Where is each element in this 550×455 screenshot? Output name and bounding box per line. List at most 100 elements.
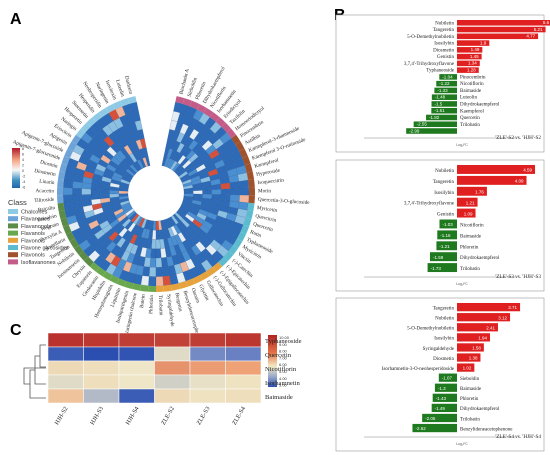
circular-heatmap: DaidzeinLuteolinIsovitexinNaringeninNeoh…: [12, 65, 311, 345]
bar-negative: [434, 87, 457, 94]
bar-negative: [439, 74, 457, 80]
color-scale-tick: 2: [22, 164, 24, 168]
class-ring-cell: [239, 148, 248, 159]
compound-label: Linarin: [39, 179, 55, 187]
class-legend-label: Flavone glycosides: [21, 246, 69, 252]
bar-category-label: Benzylideneacetophenone: [460, 427, 513, 432]
heatmap-cell: [72, 188, 82, 196]
bar-value-label: 4.77: [526, 34, 535, 39]
bar-positive: [457, 343, 484, 352]
heatmap-cell: [118, 332, 155, 348]
bar-positive: [457, 47, 483, 53]
class-ring-cell: [119, 98, 130, 107]
class-ring-cell: [163, 284, 173, 292]
comparison-label: 'ZLE'-S3 vs. 'HJH'-S3: [495, 274, 541, 280]
compound-label: Quercetin-3-O-glucoside: [258, 197, 311, 206]
bar-category-label: Nobiletin: [435, 169, 454, 174]
heatmap-cell: [47, 332, 84, 348]
heatmap-column-label: ZLE-S2: [160, 406, 176, 427]
color-scale-tick: -2: [22, 175, 25, 179]
panel-b-bar-charts: 5.6 Nobiletin 5.21 Tangeretin 4.77 5-O-Demeth…: [335, 14, 550, 452]
bar-category-label: Trilobatin: [460, 417, 480, 422]
heatmap-cell: [118, 388, 155, 404]
bar-category-label: Tangeretin: [433, 180, 455, 185]
heatmap-cell: [118, 190, 129, 194]
class-ring-cell: [57, 202, 65, 212]
bar-category-label: Nobiletin: [435, 317, 454, 322]
class-ring-cell: [71, 134, 81, 145]
heatmap-cell: [189, 360, 226, 376]
x-axis-label: Log₂FC: [456, 442, 468, 446]
bar-category-label: Genistin: [437, 213, 454, 218]
class-ring-cell: [182, 98, 193, 107]
class-ring-cell: [127, 96, 137, 104]
heatmap-cell: [225, 388, 262, 404]
compound-label: Diosmetin: [34, 168, 57, 178]
panel-label-c: C: [10, 322, 22, 339]
color-scale-tick: 6: [22, 153, 24, 157]
x-axis-label: Log₂FC: [456, 282, 468, 286]
class-ring-cell: [231, 134, 241, 145]
heatmap-cell: [239, 187, 250, 196]
compound-label: Wogonin: [40, 221, 60, 233]
class-ring-cell: [109, 275, 120, 284]
bar-category-label: Isosilybin: [434, 42, 454, 47]
heatmap-cell: [140, 275, 150, 286]
compound-label: Acacetin: [36, 188, 55, 194]
bar-value-label: 1.09: [464, 211, 473, 216]
bar-value-label: 1.58: [472, 346, 481, 351]
heatmap-cell: [220, 194, 231, 201]
class-legend-label: Flavanonols: [21, 224, 51, 230]
bar-negative: [412, 423, 457, 433]
heatmap-cell: [118, 374, 155, 390]
bar-value-label: 1.28: [467, 68, 476, 73]
heatmap-row-label: Isorhamnetin: [265, 380, 300, 387]
class-ring-cell: [58, 210, 67, 220]
bar-negative: [422, 413, 457, 423]
heatmap-cell: [149, 257, 157, 268]
bar-negative: [426, 114, 457, 121]
bar-positive: [457, 363, 475, 372]
color-scale-tick: 6.00: [279, 362, 288, 367]
heatmap-row-label: Typhaneoside: [265, 338, 302, 345]
bar-category-label: Nobiletin: [435, 21, 454, 26]
bar-negative: [432, 393, 457, 402]
class-legend-swatch: [8, 223, 18, 229]
comparison-label: 'ZLE'-S2 vs. 'HJH'-S2: [495, 135, 541, 141]
bar-value-label: 5.21: [534, 27, 543, 32]
bar-category-label: Isosilybin: [434, 337, 454, 342]
heatmap-cell: [229, 194, 240, 202]
bar-value-label: 2.41: [486, 325, 495, 330]
class-ring-cell: [248, 187, 255, 196]
bar-value-label: 1.94: [478, 335, 487, 340]
class-ring-cell: [86, 117, 97, 127]
heatmap-cell: [100, 189, 110, 195]
class-ring-cell: [62, 224, 72, 235]
class-ring-cell: [248, 195, 255, 204]
compound-label: Syringaldehyde: [165, 294, 175, 328]
heatmap-cell: [151, 239, 157, 249]
class-ring-cell: [69, 238, 79, 249]
bar-positive: [457, 60, 480, 67]
class-ring-cell: [233, 238, 243, 249]
compound-label: Butein: [139, 294, 147, 309]
bar-value-label: 1.49: [471, 47, 480, 52]
heatmap-cell: [149, 267, 157, 277]
class-ring-cell: [212, 262, 223, 272]
heatmap-cell: [83, 360, 120, 376]
bar-category-label: Phloretin: [460, 245, 479, 250]
compound-label: Baicalin: [38, 205, 56, 214]
heatmap-cell: [154, 360, 191, 376]
heatmap-cell: [155, 257, 163, 268]
bar-negative: [431, 403, 457, 413]
color-scale-tick: -6: [22, 186, 25, 190]
class-ring-cell: [60, 217, 69, 227]
class-ring-cell: [73, 245, 84, 255]
heatmap-cell: [189, 332, 226, 348]
bar-category-label: Sieboldin: [460, 377, 480, 382]
heatmap-cell: [47, 388, 84, 404]
bar-positive: [457, 26, 546, 33]
heatmap-column-label: HJH-S2: [53, 406, 69, 427]
bar-value-label: -1.51: [434, 108, 445, 113]
color-scale-tick: 9.00: [279, 342, 288, 347]
